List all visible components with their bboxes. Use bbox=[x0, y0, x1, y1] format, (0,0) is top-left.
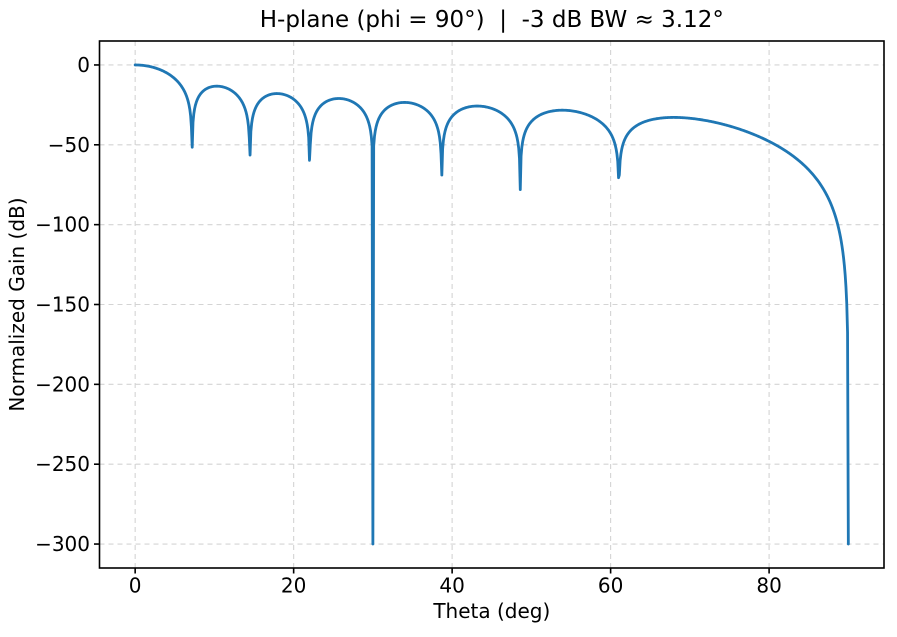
gain-curve-line bbox=[133, 63, 850, 546]
x-tick-label-80: 80 bbox=[756, 574, 781, 598]
y-tick-label-0: 0 bbox=[77, 53, 90, 77]
y-tick-label--150: −150 bbox=[35, 293, 90, 317]
y-tick-label--250: −250 bbox=[35, 452, 90, 476]
y-tick-label--50: −50 bbox=[48, 133, 90, 157]
x-tick-label-60: 60 bbox=[598, 574, 623, 598]
plot-frame bbox=[98, 40, 885, 569]
chart-title: H-plane (phi = 90°) | -3 dB BW ≈ 3.12° bbox=[260, 7, 724, 33]
y-tick-label--200: −200 bbox=[35, 372, 90, 396]
gain-curve bbox=[133, 63, 850, 546]
y-tick-label--300: −300 bbox=[35, 532, 90, 556]
x-tick-label-20: 20 bbox=[281, 574, 306, 598]
x-axis-label: Theta (deg) bbox=[432, 599, 550, 623]
y-tick-label--100: −100 bbox=[35, 213, 90, 237]
y-axis-label: Normalized Gain (dB) bbox=[5, 197, 29, 411]
x-tick-label-0: 0 bbox=[129, 574, 142, 598]
x-tick-label-40: 40 bbox=[439, 574, 464, 598]
gridlines bbox=[99, 41, 884, 568]
axes: 0 20 40 60 80 0 −50 −100 −150 −200 −250 −300 bbox=[35, 53, 782, 598]
